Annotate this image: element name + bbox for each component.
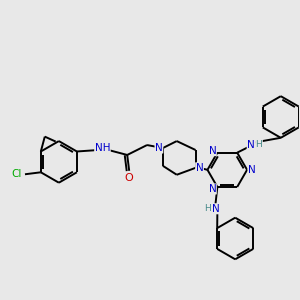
- Text: N: N: [208, 184, 216, 194]
- Text: O: O: [125, 173, 134, 183]
- Text: Cl: Cl: [11, 169, 21, 179]
- Text: N: N: [247, 140, 255, 150]
- Text: H: H: [256, 140, 262, 149]
- Text: NH: NH: [95, 143, 110, 153]
- Text: N: N: [155, 143, 163, 153]
- Text: N: N: [212, 204, 219, 214]
- Text: N: N: [196, 163, 203, 173]
- Text: H: H: [204, 204, 211, 213]
- Text: N: N: [248, 165, 256, 175]
- Text: N: N: [208, 146, 216, 156]
